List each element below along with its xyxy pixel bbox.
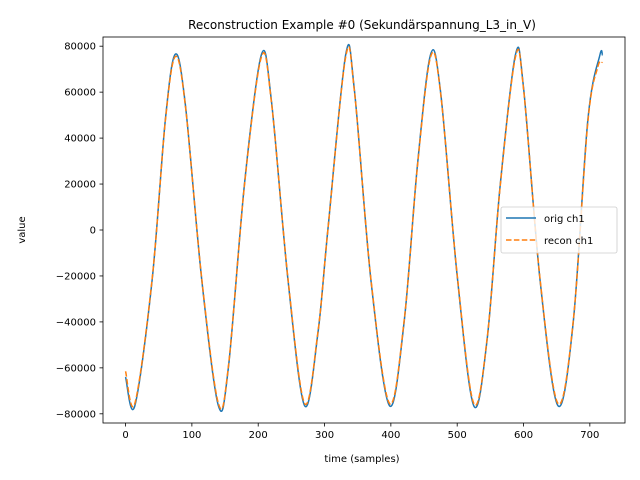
x-tick-label: 100 xyxy=(182,430,201,441)
x-axis: 0 100 200 300 400 500 600 700 xyxy=(122,423,599,441)
chart-title: Reconstruction Example #0 (Sekundärspann… xyxy=(188,18,536,32)
x-tick-label: 600 xyxy=(514,430,533,441)
y-tick-label: −20000 xyxy=(56,271,96,282)
y-tick-label: 80000 xyxy=(64,42,96,53)
legend-label-1: orig ch1 xyxy=(544,214,585,225)
y-tick-label: 40000 xyxy=(64,134,96,145)
series-line-2 xyxy=(124,45,604,410)
legend-label-2: recon ch1 xyxy=(544,236,593,247)
x-tick-label: 300 xyxy=(315,430,334,441)
y-tick-label: 60000 xyxy=(64,88,96,99)
y-tick-label: 0 xyxy=(90,226,96,237)
x-tick-label: 400 xyxy=(381,430,400,441)
y-tick-label: −40000 xyxy=(56,317,96,328)
y-tick-label: 20000 xyxy=(64,180,96,191)
y-tick-label: −80000 xyxy=(56,409,96,420)
y-axis-label: value xyxy=(17,216,28,243)
legend: orig ch1 recon ch1 xyxy=(500,206,618,254)
x-tick-label: 0 xyxy=(122,430,128,441)
x-tick-label: 500 xyxy=(448,430,467,441)
x-tick-label: 700 xyxy=(580,430,599,441)
y-tick-label: −60000 xyxy=(56,363,96,374)
x-axis-label: time (samples) xyxy=(324,454,399,465)
x-tick-label: 200 xyxy=(249,430,268,441)
y-axis: −80000 −60000 −40000 −20000 0 20000 40000 60000… xyxy=(56,42,103,420)
